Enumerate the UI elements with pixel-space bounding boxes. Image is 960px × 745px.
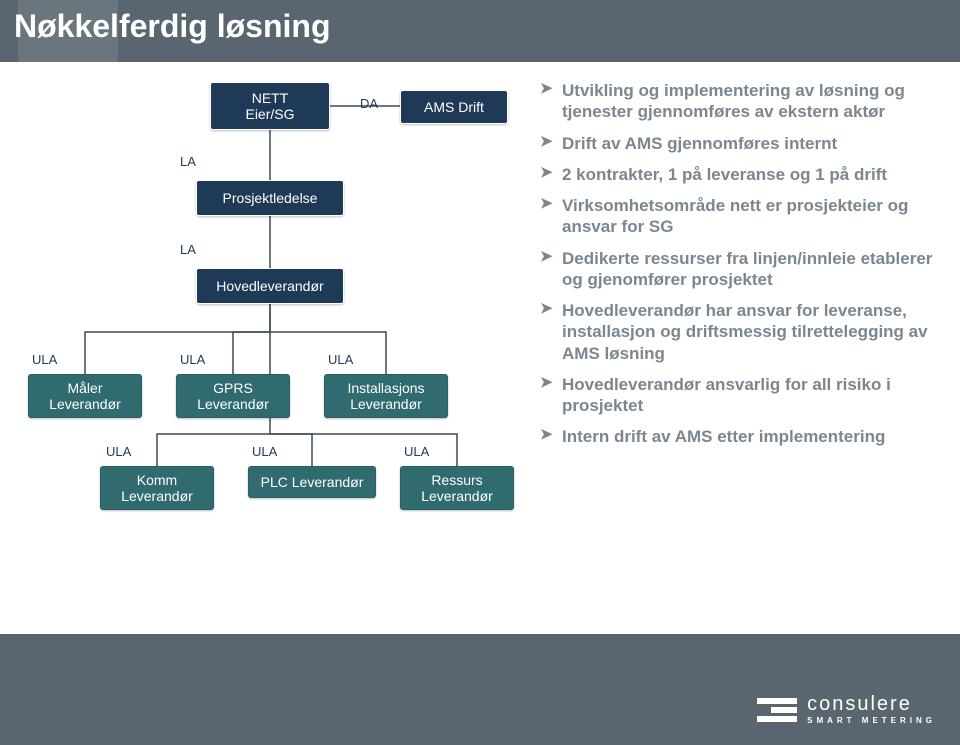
- bullet-item: Utvikling og implementering av løsning o…: [540, 80, 940, 123]
- edge-label-ula1: ULA: [32, 352, 57, 367]
- footer: consulere SMART METERING: [0, 634, 960, 745]
- bullet-item: Hovedleverandør ansvarlig for all risiko…: [540, 374, 940, 417]
- bullet-list: Utvikling og implementering av løsning o…: [540, 80, 940, 458]
- box-maler: MålerLeverandør: [28, 374, 142, 418]
- bullet-item: Hovedleverandør har ansvar for leveranse…: [540, 300, 940, 364]
- edge-label-la2: LA: [180, 242, 196, 257]
- box-gprs: GPRSLeverandør: [176, 374, 290, 418]
- edge-label-ula4: ULA: [106, 444, 131, 459]
- edge-label-la1: LA: [180, 154, 196, 169]
- org-chart: NETTEier/SG Prosjektledelse Hovedleverandø…: [0, 62, 530, 634]
- bullet-item: Dedikerte ressurser fra linjen/innleie e…: [540, 248, 940, 291]
- box-komm: KommLeverandør: [100, 466, 214, 510]
- box-ams_drift: AMS Drift: [400, 90, 508, 124]
- logo-sub: SMART METERING: [807, 717, 936, 725]
- bullet-item: 2 kontrakter, 1 på leveranse og 1 på dri…: [540, 164, 940, 185]
- box-install: InstallasjonsLeverandør: [324, 374, 448, 418]
- edge-label-da: DA: [360, 96, 378, 111]
- box-hovedleverandor: Hovedleverandør: [196, 268, 344, 304]
- edge-label-ula2: ULA: [180, 352, 205, 367]
- box-nett: NETTEier/SG: [210, 82, 330, 130]
- edge-label-ula3: ULA: [328, 352, 353, 367]
- slide-title: Nøkkelferdig løsning: [14, 8, 330, 45]
- box-prosjektledelse: Prosjektledelse: [196, 180, 344, 216]
- bullet-item: Virksomhetsområde nett er prosjekteier o…: [540, 195, 940, 238]
- logo: consulere SMART METERING: [757, 694, 936, 725]
- logo-main: consulere: [807, 694, 936, 714]
- box-plc: PLC Leverandør: [248, 466, 376, 498]
- box-ressurs: RessursLeverandør: [400, 466, 514, 510]
- edge-label-ula6: ULA: [404, 444, 429, 459]
- bullet-item: Drift av AMS gjennomføres internt: [540, 133, 940, 154]
- bullet-item: Intern drift av AMS etter implementering: [540, 426, 940, 447]
- logo-mark-icon: [757, 698, 797, 722]
- content-area: NETTEier/SG Prosjektledelse Hovedleverandø…: [0, 62, 960, 634]
- edge-label-ula5: ULA: [252, 444, 277, 459]
